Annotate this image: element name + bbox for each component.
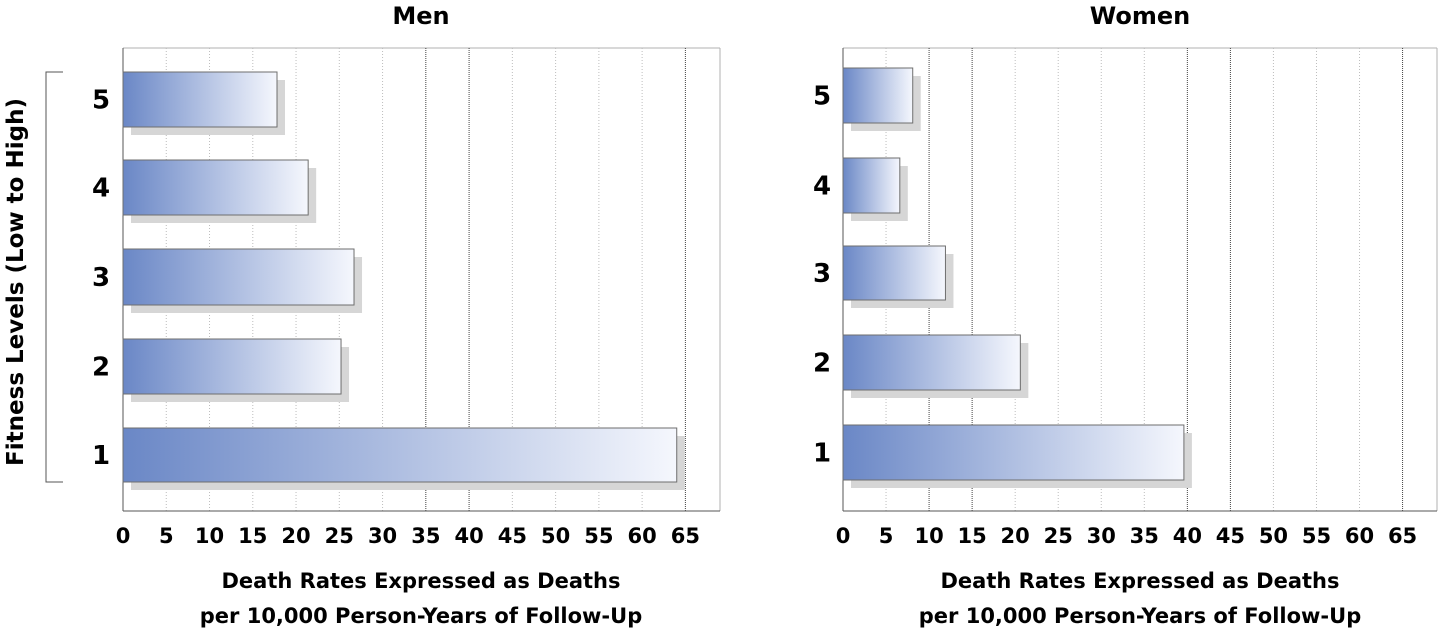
x-tick-label: 20: [1001, 524, 1030, 548]
y-axis-bracket: [45, 71, 63, 483]
category-labels: 5 4 3 2 1: [92, 86, 110, 472]
x-tick-labels: 0 5 10 15 20 25 30 35 40 45 50 55 60 65: [116, 524, 700, 548]
bar: [842, 334, 1021, 391]
bar: [842, 424, 1185, 481]
men-chart: Men Fitness Levels (Low to High) 0 5 10 15 2…: [3, 2, 721, 628]
bar: [842, 67, 914, 124]
x-tick-label: 60: [628, 524, 657, 548]
x-tick-label: 0: [836, 524, 851, 548]
category-label: 4: [813, 172, 831, 202]
bars: [122, 71, 685, 490]
category-label: 1: [92, 441, 110, 471]
category-label: 4: [92, 174, 110, 204]
x-tick-label: 15: [958, 524, 987, 548]
category-label: 5: [92, 86, 110, 116]
x-tick-label: 0: [116, 524, 131, 548]
x-tick-label: 65: [1388, 524, 1417, 548]
x-tick-label: 45: [1216, 524, 1245, 548]
women-chart: Women 0 5 10 15 20 25 30 35 40 45 50 55 60 65 5 4 3 2 1 D…: [813, 2, 1438, 628]
x-tick-label: 25: [325, 524, 354, 548]
x-tick-label: 15: [238, 524, 267, 548]
x-tick-label: 65: [671, 524, 700, 548]
bar: [122, 159, 309, 216]
bar: [122, 338, 342, 395]
category-label: 1: [813, 439, 831, 469]
x-tick-label: 45: [498, 524, 527, 548]
y-axis-label: Fitness Levels (Low to High): [3, 98, 29, 466]
x-tick-label: 40: [454, 524, 483, 548]
bar: [122, 427, 678, 483]
x-axis-label-line2: per 10,000 Person-Years of Follow-Up: [919, 604, 1361, 628]
bar: [122, 248, 355, 306]
x-tick-label: 35: [1130, 524, 1159, 548]
bar: [122, 71, 278, 128]
x-axis-label-line2: per 10,000 Person-Years of Follow-Up: [200, 604, 642, 628]
x-tick-labels: 0 5 10 15 20 25 30 35 40 45 50 55 60 65: [836, 524, 1417, 548]
category-label: 3: [813, 259, 831, 289]
x-axis-label-line1: Death Rates Expressed as Deaths: [941, 569, 1340, 593]
category-label: 5: [813, 82, 831, 112]
category-label: 2: [813, 349, 831, 379]
category-label: 2: [92, 353, 110, 383]
x-tick-label: 55: [1302, 524, 1331, 548]
x-tick-label: 30: [1087, 524, 1116, 548]
x-tick-label: 5: [879, 524, 894, 548]
x-tick-label: 20: [281, 524, 310, 548]
bar: [842, 245, 946, 301]
chart-title: Men: [392, 2, 449, 30]
x-tick-label: 35: [411, 524, 440, 548]
category-labels: 5 4 3 2 1: [813, 82, 831, 469]
x-tick-label: 40: [1173, 524, 1202, 548]
x-axis-label-line1: Death Rates Expressed as Deaths: [222, 569, 621, 593]
x-tick-label: 5: [159, 524, 174, 548]
chart-title: Women: [1090, 2, 1190, 30]
x-tick-label: 50: [1259, 524, 1288, 548]
category-label: 3: [92, 263, 110, 293]
x-tick-label: 50: [541, 524, 570, 548]
x-tick-label: 60: [1345, 524, 1374, 548]
x-tick-label: 55: [584, 524, 613, 548]
x-tick-label: 30: [368, 524, 397, 548]
x-tick-label: 25: [1044, 524, 1073, 548]
bar: [842, 157, 901, 214]
bars: [842, 67, 1192, 488]
x-tick-label: 10: [914, 524, 943, 548]
x-tick-label: 10: [195, 524, 224, 548]
